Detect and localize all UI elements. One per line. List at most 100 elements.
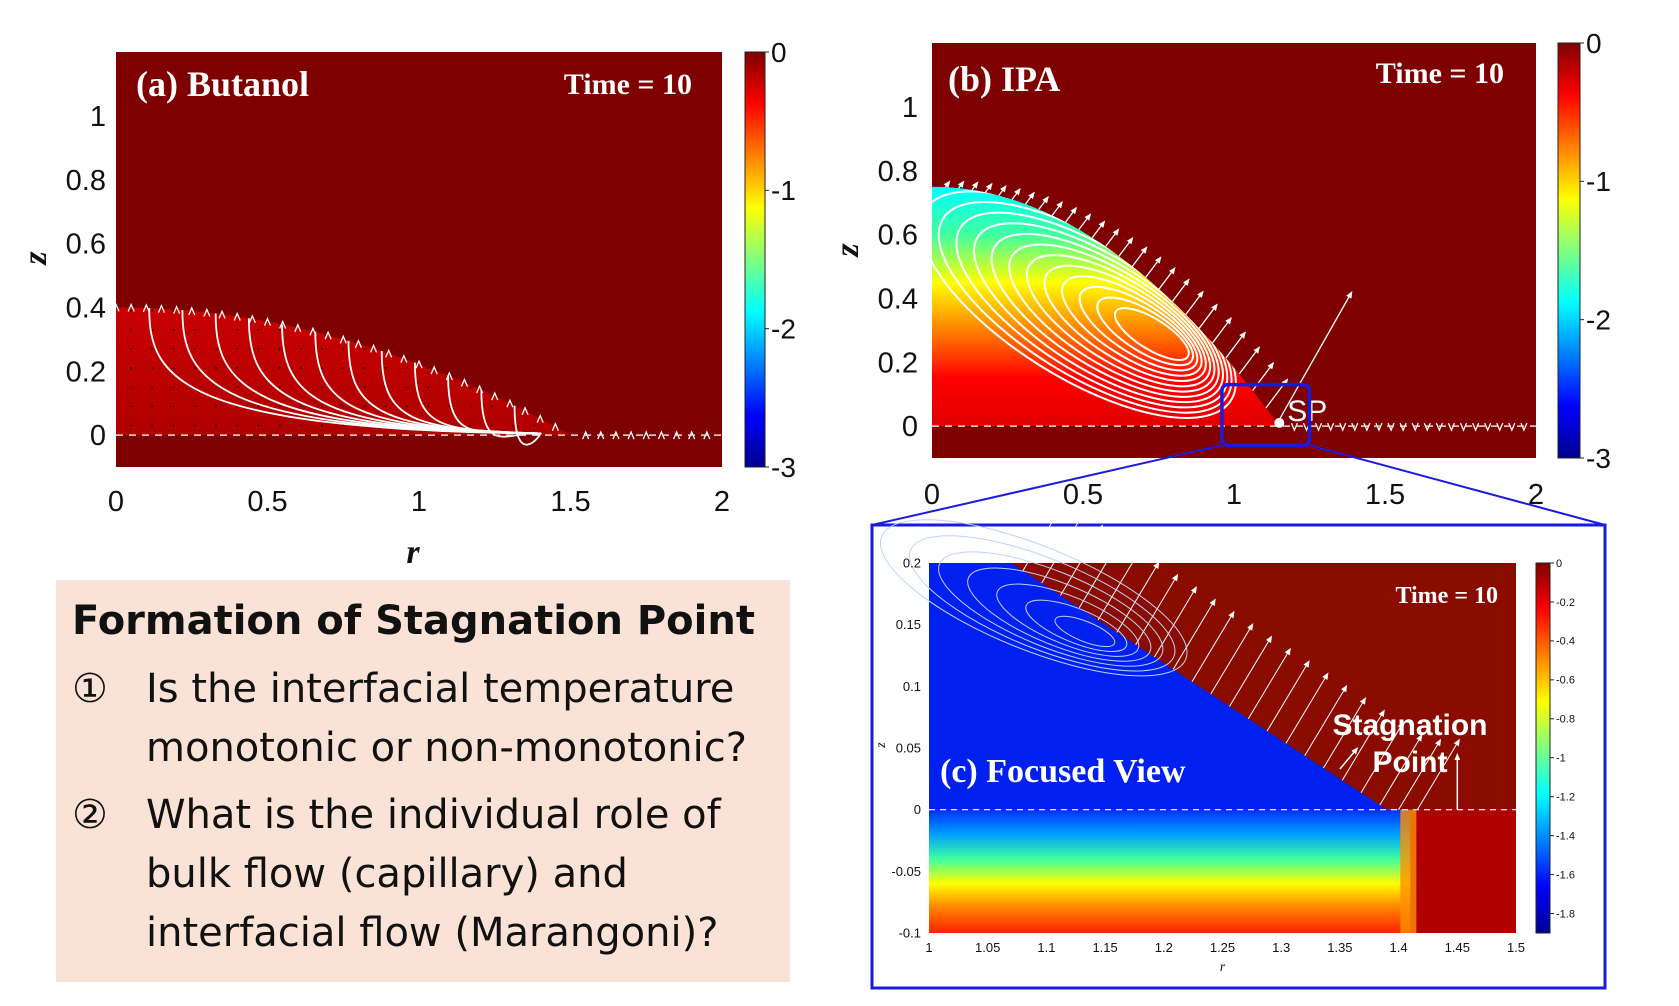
panel-a-vector-dot (363, 405, 366, 408)
panel-a-interface-arrow (203, 307, 211, 317)
panel-b-stagnation-point (1274, 417, 1285, 428)
panel-b-ytick-0-8: 0.8 (878, 156, 918, 188)
panel-b-xtick-2: 2 (1528, 479, 1544, 511)
panel-c-colorbar-label-1-6: -1.6 (1556, 869, 1575, 881)
panel-a-vector-dot (151, 328, 154, 331)
panel-c-colorbar-label-0-6: -0.6 (1556, 675, 1575, 687)
panel-a-interface-arrow (279, 319, 287, 329)
panel-a-vector-dot (257, 386, 260, 389)
panel-a-vector-dot (278, 367, 281, 370)
panel-a-vector-dot (130, 328, 133, 331)
panel-a-interface-arrow (491, 391, 499, 401)
panel-b-xtick-1: 1 (1226, 479, 1242, 511)
panel-a-vector-dot (405, 405, 408, 408)
panel-a-substrate-arrow (582, 430, 590, 440)
panel-b-streamline (1096, 296, 1195, 367)
panel-a-vector-dot (172, 367, 175, 370)
panel-b-streamline (1078, 285, 1199, 372)
panel-a-vector-dot (130, 367, 133, 370)
panel-b-substrate-arrow (1484, 422, 1492, 432)
panel-c-vector-arrow (1097, 549, 1141, 621)
panel-b-interface-arrow (1158, 267, 1176, 290)
panel-b-droplet (932, 186, 1280, 427)
panel-a-vector-dot (257, 347, 260, 350)
panel-c-colorbar (1535, 562, 1551, 934)
panel-b-colorbar-label-0: 0 (1586, 28, 1602, 59)
panel-c-xtick-1: 1 (925, 940, 932, 955)
panel-a-time-label: Time = 10 (564, 68, 692, 101)
panel-a-vector-dot (299, 367, 302, 370)
panel-a-vector-dot (214, 424, 217, 427)
panel-a-interface-arrow (233, 311, 241, 321)
panel-a-interface-arrow (112, 302, 120, 312)
panel-c-time-label: Time = 10 (1395, 583, 1498, 609)
panel-b-streamline (990, 232, 1220, 398)
question-2-line-1: What is the individual role of (146, 792, 721, 838)
panel-c-colorbar-label-0: 0 (1556, 558, 1562, 570)
panel-c-ytick-0-1: -0.1 (899, 926, 921, 941)
panel-c-title: (c) Focused View (940, 753, 1186, 790)
question-1-number: ① (72, 666, 108, 712)
panel-a-vector-dot (533, 424, 536, 427)
panel-a-interface-arrow (506, 398, 514, 408)
panel-c-vector-arrow (1398, 738, 1442, 810)
question-1-line-2: monotonic or non-monotonic? (146, 725, 747, 771)
panel-a-vector-dot (278, 328, 281, 331)
panel-b-streamline (1025, 254, 1212, 388)
panel-a-vector-dot (321, 347, 324, 350)
panel-a-vector-dot (257, 328, 260, 331)
panel-a-xtick-0-5: 0.5 (247, 486, 287, 518)
panel-b-ytick-0-2: 0.2 (878, 347, 918, 379)
question-box: Formation of Stagnation Point ① Is the i… (56, 580, 790, 982)
panel-a-vector-dot (427, 386, 430, 389)
panel-c-vector-arrow (1078, 536, 1122, 608)
panel-a-vector-dot (130, 424, 133, 427)
panel-b-interface-arrow-long (1278, 291, 1353, 421)
panel-a-vector-dot (193, 347, 196, 350)
panel-c-vector-arrow (1304, 684, 1348, 756)
panel-a-xtick-0: 0 (108, 486, 124, 518)
zoom-line-left (871, 444, 1223, 526)
panel-a-ytick-0-8: 0.8 (66, 165, 106, 197)
question-2-number: ② (72, 792, 108, 838)
panel-b-outer-mask (932, 43, 1536, 427)
panel-c-bulk-front (1400, 809, 1417, 933)
panel-c-streamline (879, 519, 1188, 677)
panel-a-vector-dot (321, 424, 324, 427)
panel-a-title: (a) Butanol (136, 64, 309, 104)
panel-c-ytick-0-05: 0.05 (896, 741, 921, 756)
panel-a-interface-arrow (173, 305, 181, 314)
panel-b-highlight-box (1220, 382, 1312, 447)
panel-c-vector-arrow (1041, 512, 1085, 584)
panel-a-interface-arrow (248, 314, 256, 324)
panel-a-colorbar-label-3: -3 (771, 452, 796, 483)
panel-a-vector-dot (193, 405, 196, 408)
panel-a-vector-dot (469, 386, 472, 389)
panel-a-vector-dot (448, 405, 451, 408)
panel-a-vector-dot (299, 424, 302, 427)
panel-c-colorbar-label-0-2: -0.2 (1556, 597, 1575, 609)
panel-c-xtick-1-4: 1.4 (1390, 940, 1408, 955)
panel-c-vector-arrow (1229, 635, 1273, 707)
panel-c-vector-arrow (1285, 672, 1329, 744)
panel-c-colorbar-label-0-8: -0.8 (1556, 714, 1575, 726)
panel-a-vector-dot (172, 347, 175, 350)
panel-a-substrate-arrow (688, 430, 696, 440)
panel-a-vector-dot (511, 424, 514, 427)
panel-c-vector-arrow (1360, 721, 1404, 793)
panel-a-interface-arrow (430, 365, 438, 375)
panel-a-interface-arrow (324, 330, 332, 340)
panel-a-vector-dot (151, 367, 154, 370)
panel-b-substrate-arrow (1314, 422, 1323, 432)
panel-a-interface-arrow (521, 406, 529, 416)
panel-a-vector-dot (299, 347, 302, 350)
panel-b-interface-arrow (984, 182, 993, 193)
panel-a-vector-dot (130, 347, 133, 350)
panel-a-interface-arrow (536, 413, 544, 423)
panel-b-interface-arrow (1091, 220, 1106, 239)
panel-a-interface-arrow (309, 326, 317, 336)
panel-c-vector-arrow (1135, 573, 1179, 645)
panel-a-vector-dot (363, 367, 366, 370)
panel-a-vector-dot (342, 347, 345, 350)
